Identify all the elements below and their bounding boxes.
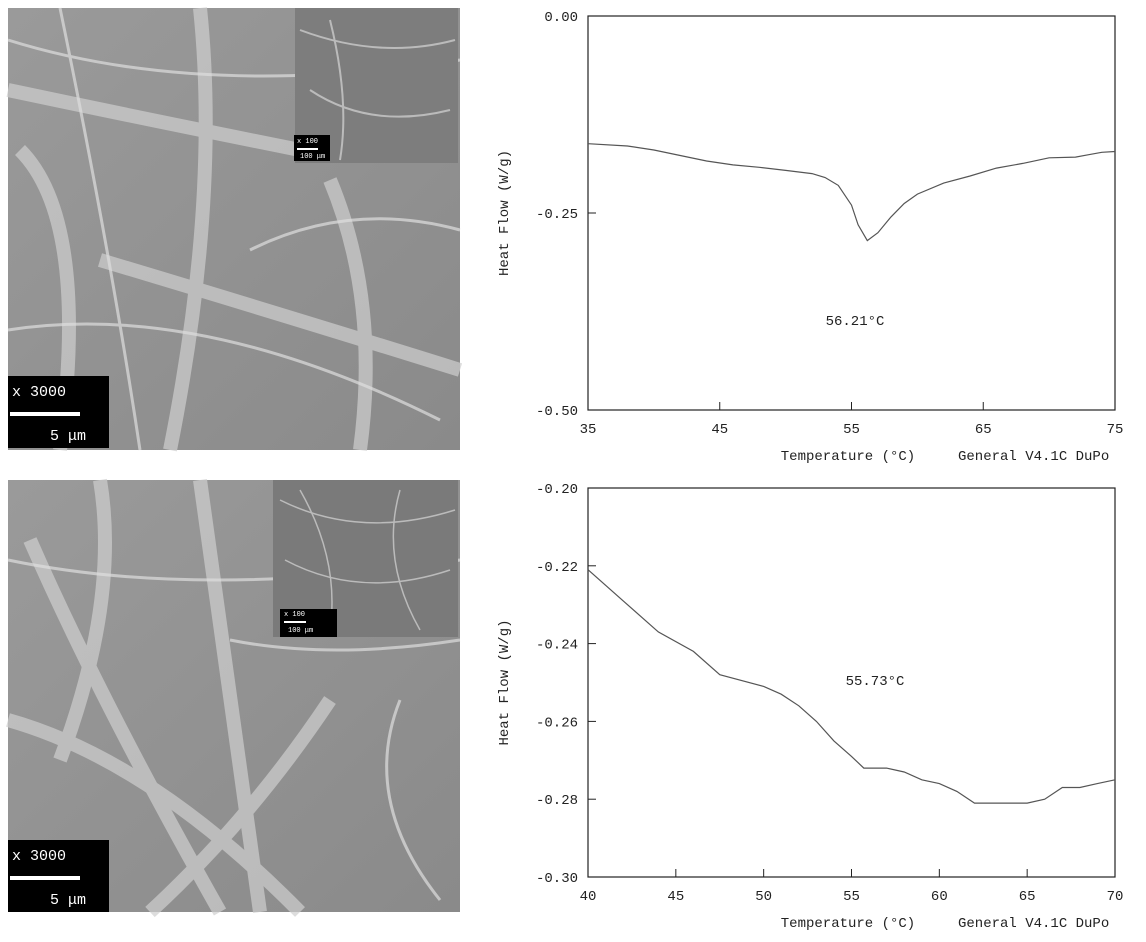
- x-axis-label: Temperature (°C): [781, 916, 915, 932]
- sem-image: x 100 100 μm x 3000 5 μm: [8, 480, 460, 912]
- y-tick-label: -0.28: [536, 793, 578, 809]
- y-axis-label: Heat Flow (W/g): [497, 150, 513, 276]
- y-tick-label: -0.50: [536, 404, 578, 420]
- x-tick-label: 55: [843, 422, 860, 438]
- plot-frame: [588, 16, 1115, 410]
- y-tick-label: -0.30: [536, 871, 578, 887]
- y-tick-label: -0.20: [536, 482, 578, 498]
- x-tick-label: 35: [580, 422, 597, 438]
- annotation: 56.21°C: [826, 314, 885, 330]
- x-tick-label: 65: [1019, 889, 1036, 905]
- y-axis-label: Heat Flow (W/g): [497, 619, 513, 745]
- y-tick-label: 0.00: [544, 10, 578, 26]
- x-tick-label: 55: [843, 889, 860, 905]
- inset-scale: 100 μm: [288, 627, 313, 635]
- figure: x 100 100 μm x 3000 5 μm x 100 100 μm x …: [0, 0, 1146, 937]
- inset-magnification: x 100: [297, 138, 318, 146]
- x-axis-label: Temperature (°C): [781, 449, 915, 465]
- inset-scale: 100 μm: [300, 153, 325, 161]
- annotation: 55.73°C: [846, 674, 905, 690]
- x-tick-label: 40: [580, 889, 597, 905]
- data-line: [588, 144, 1115, 241]
- y-tick-label: -0.26: [536, 715, 578, 731]
- scale-bar-label: 5 μm: [50, 892, 86, 909]
- footer: General V4.1C DuPo: [958, 916, 1109, 932]
- x-tick-label: 45: [711, 422, 728, 438]
- x-tick-label: 70: [1107, 889, 1124, 905]
- sem-image: x 100 100 μm x 3000 5 μm: [8, 8, 460, 450]
- y-tick-label: -0.22: [536, 560, 578, 576]
- magnification: x 3000: [12, 384, 66, 401]
- x-tick-label: 65: [975, 422, 992, 438]
- x-tick-label: 60: [931, 889, 948, 905]
- scale-bar-label: 5 μm: [50, 428, 86, 445]
- y-tick-label: -0.24: [536, 638, 578, 654]
- x-tick-label: 45: [667, 889, 684, 905]
- x-tick-label: 50: [755, 889, 772, 905]
- inset-magnification: x 100: [284, 611, 305, 619]
- x-tick-label: 75: [1107, 422, 1124, 438]
- footer: General V4.1C DuPo: [958, 449, 1109, 465]
- y-tick-label: -0.25: [536, 207, 578, 223]
- magnification: x 3000: [12, 848, 66, 865]
